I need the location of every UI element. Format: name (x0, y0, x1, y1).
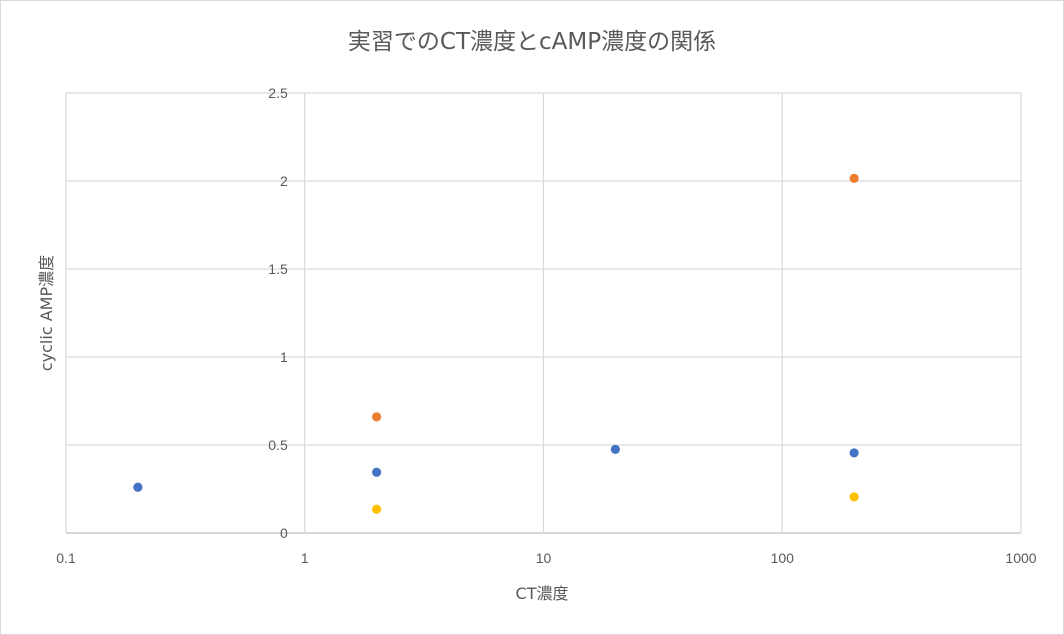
data-point-series-2 (850, 174, 859, 183)
x-tick-label: 10 (536, 550, 552, 566)
gridlines (66, 93, 1021, 533)
data-point-series-1 (611, 445, 620, 454)
data-point-series-1 (850, 448, 859, 457)
y-tick-label: 0.5 (268, 437, 288, 453)
data-point-series-3 (850, 492, 859, 501)
data-point-series-2 (372, 412, 381, 421)
x-tick-label: 1 (301, 550, 309, 566)
x-tick-label: 0.1 (56, 550, 76, 566)
data-point-series-1 (372, 468, 381, 477)
x-tick-label: 1000 (1005, 550, 1036, 566)
y-tick-label: 1.5 (268, 261, 288, 277)
data-point-series-1 (133, 483, 142, 492)
data-points (133, 174, 858, 514)
y-tick-label: 1 (280, 349, 288, 365)
y-tick-labels: 0 0.5 1 1.5 2 2.5 (268, 85, 288, 541)
x-tick-label: 100 (771, 550, 795, 566)
y-tick-label: 2.5 (268, 85, 288, 101)
y-tick-label: 0 (280, 525, 288, 541)
y-tick-label: 2 (280, 173, 288, 189)
x-tick-labels: 0.1 1 10 100 1000 (56, 550, 1037, 566)
data-point-series-3 (372, 505, 381, 514)
